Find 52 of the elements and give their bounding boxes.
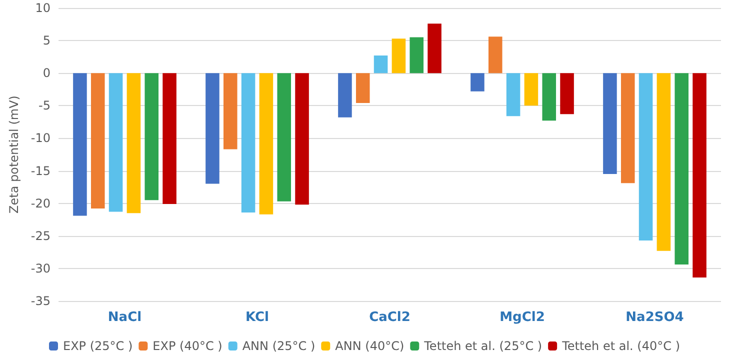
bar	[692, 73, 706, 278]
bar	[524, 73, 538, 106]
y-tick-label: -20	[30, 196, 50, 210]
bar	[470, 73, 484, 92]
bar	[162, 73, 176, 204]
bar	[410, 37, 424, 74]
bar	[338, 73, 352, 118]
x-tick-label: CaCl2	[369, 310, 410, 325]
legend-label: EXP (40°C )	[152, 339, 222, 353]
bar	[638, 73, 653, 240]
bar	[656, 73, 671, 251]
y-axis-title: Zeta potential (mV)	[7, 96, 21, 214]
legend-label: ANN (40°C)	[335, 339, 404, 353]
bar	[392, 38, 406, 74]
bar	[428, 24, 442, 74]
y-tick-label: 0	[42, 66, 50, 80]
bar	[206, 73, 220, 184]
bar	[603, 73, 617, 174]
bar	[674, 73, 689, 265]
bar	[223, 73, 238, 150]
bar	[108, 73, 123, 212]
bar	[374, 56, 388, 74]
x-tick-label: MgCl2	[500, 310, 545, 325]
bar	[259, 73, 274, 214]
legend-label: ANN (25°C )	[242, 339, 316, 353]
y-tick-label: 5	[42, 34, 50, 48]
y-tick-label: -5	[38, 98, 50, 113]
bar	[620, 73, 635, 184]
bar	[356, 73, 370, 104]
x-tick-label: Na2SO4	[626, 310, 684, 325]
bar	[506, 73, 520, 116]
bar	[542, 73, 556, 121]
x-tick-label: KCl	[246, 310, 269, 325]
x-tick-label: NaCl	[108, 310, 142, 325]
y-tick-label: 10	[35, 1, 50, 15]
y-tick-label: -35	[30, 294, 50, 308]
bar	[488, 36, 502, 74]
bar	[560, 73, 574, 114]
bar	[295, 73, 309, 205]
bar	[144, 73, 159, 200]
y-tick-label: -25	[30, 228, 50, 243]
y-tick-label: -15	[30, 164, 50, 178]
bar	[73, 73, 87, 216]
legend-label: EXP (25°C )	[62, 339, 133, 353]
bar	[241, 73, 256, 212]
y-tick-label: -30	[30, 261, 50, 276]
legend-label: Tetteh et al. (40°C )	[561, 339, 680, 353]
y-tick-label: -10	[30, 131, 50, 146]
bar	[90, 73, 105, 209]
bar	[277, 73, 292, 202]
legend-label: Tetteh et al. (25°C )	[423, 339, 542, 353]
bar	[126, 73, 141, 214]
